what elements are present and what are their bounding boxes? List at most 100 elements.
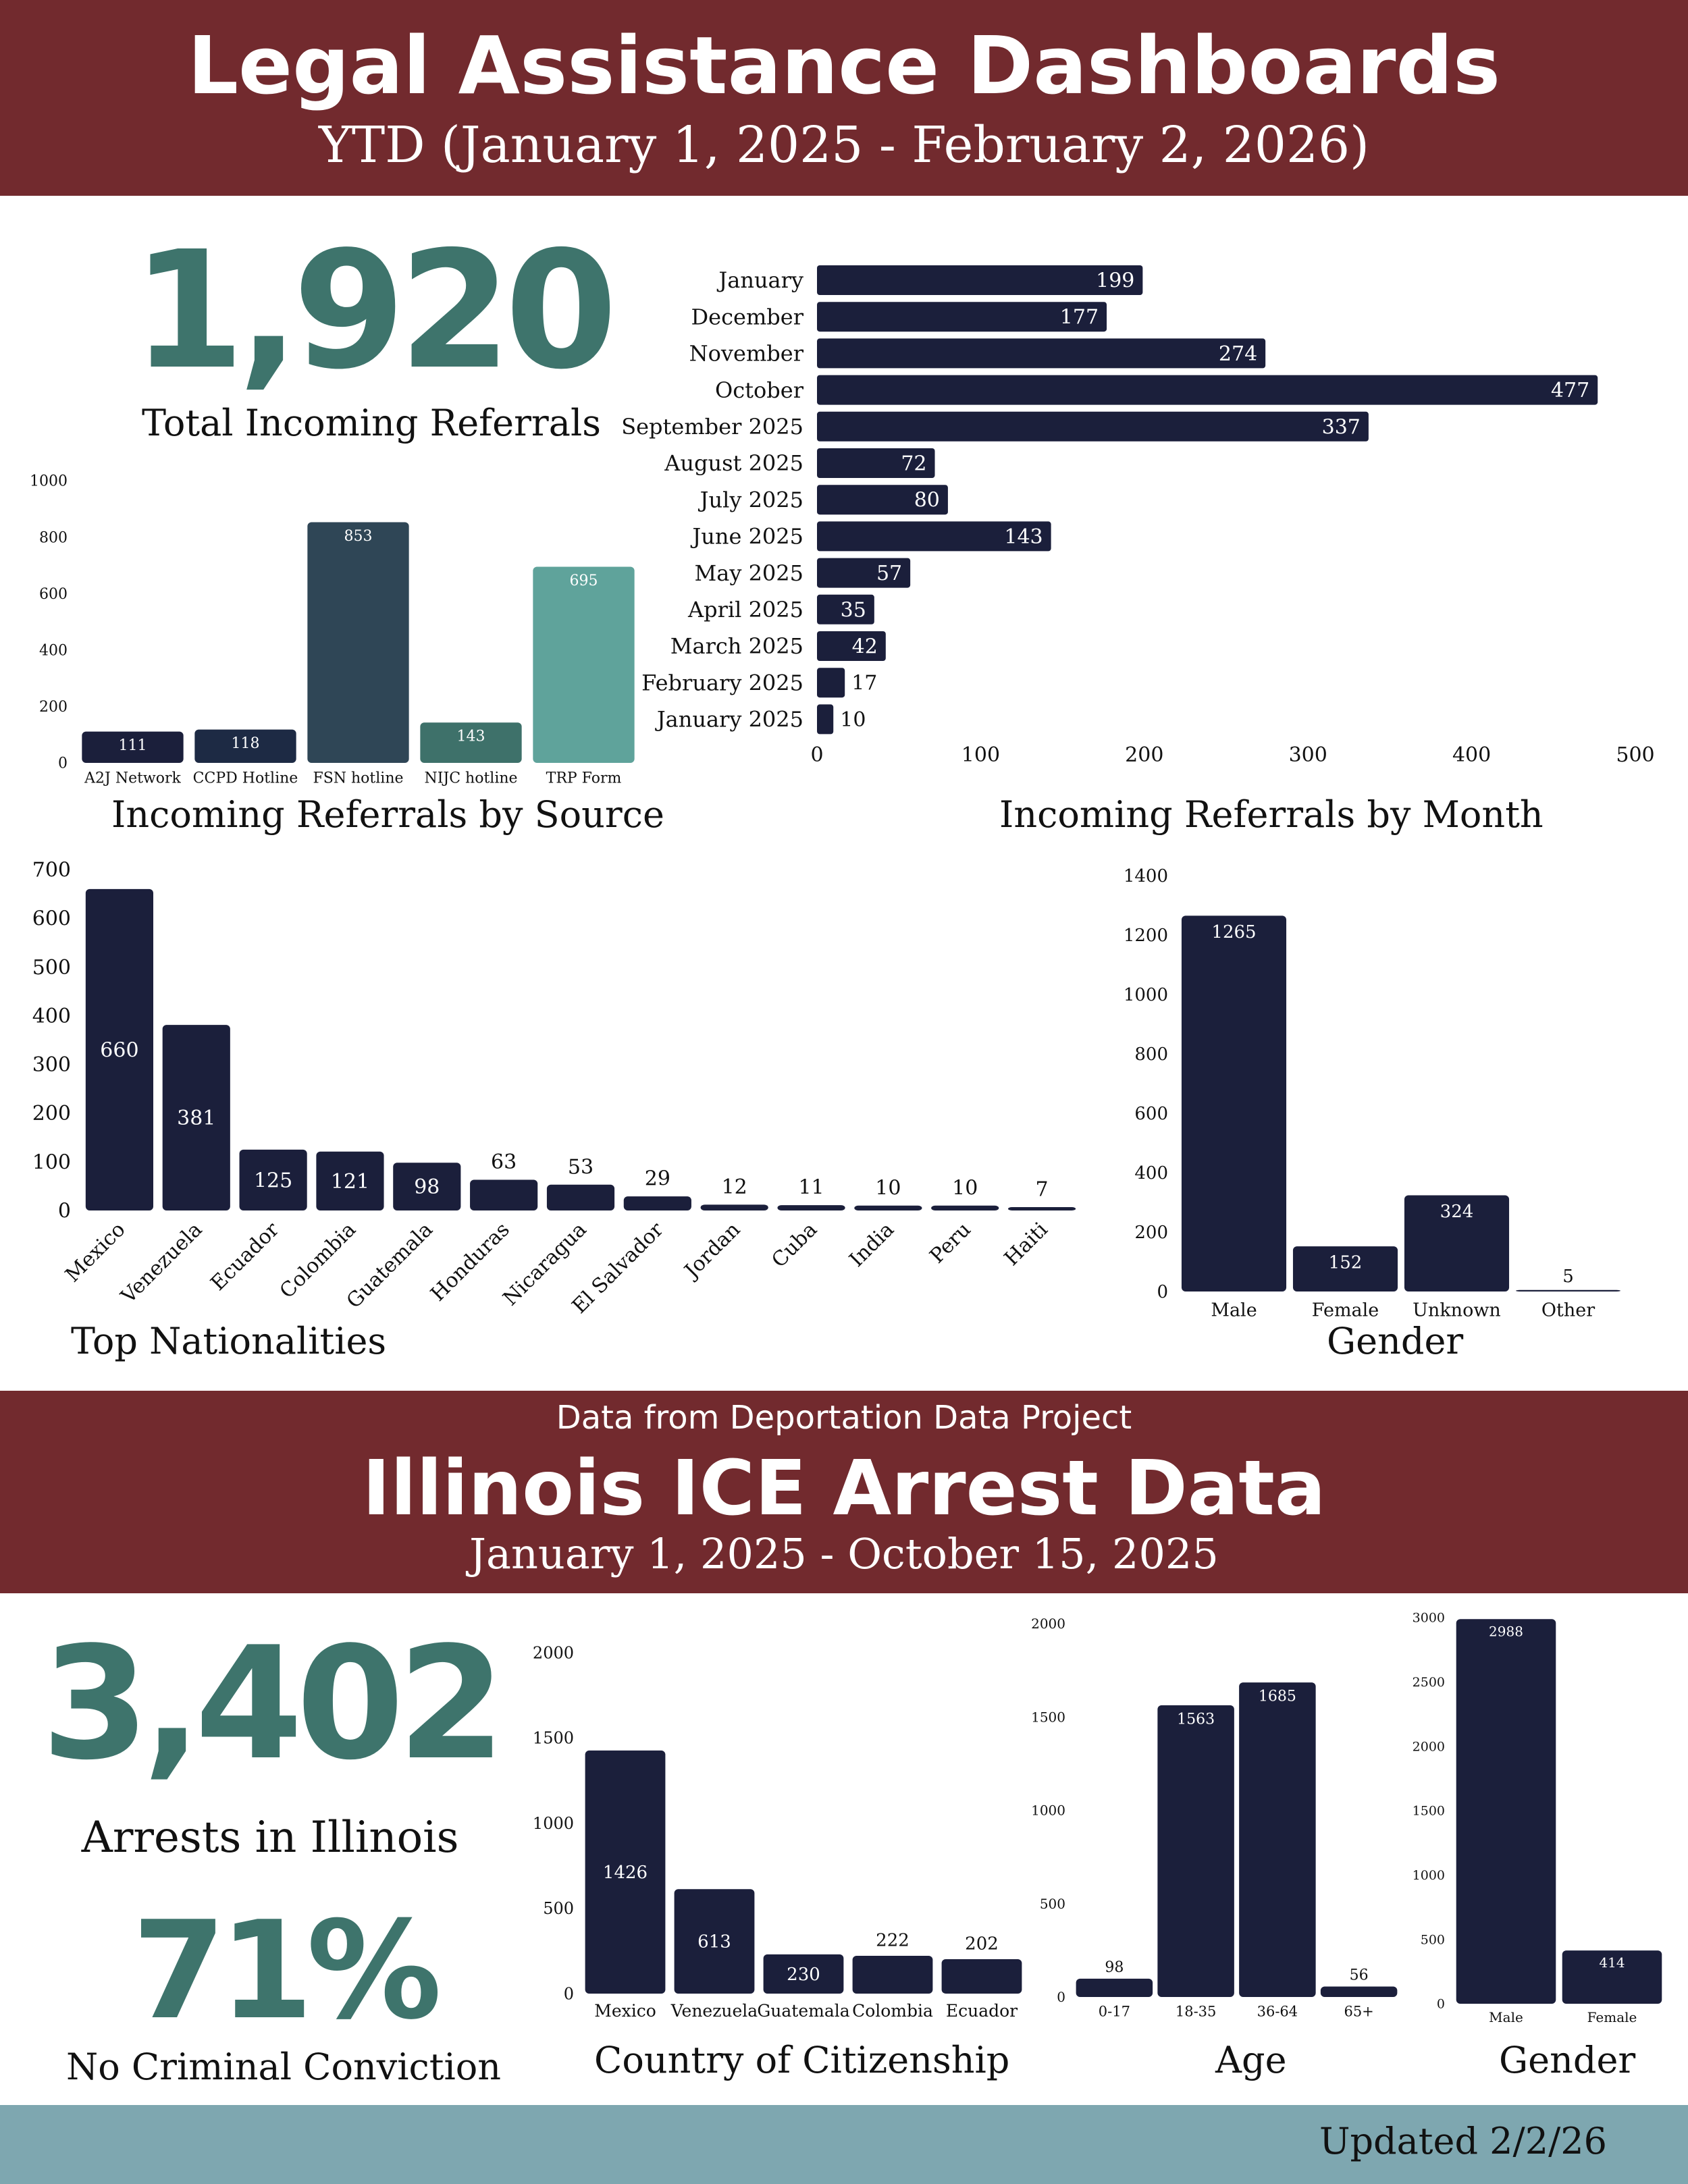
bar-february-2025 [817, 668, 845, 698]
y-tick-label: 800 [1134, 1044, 1168, 1065]
y-tick-label: December [691, 304, 803, 329]
x-tick-label: 500 [1616, 743, 1654, 767]
y-tick-label: 1000 [1031, 1803, 1065, 1819]
y-tick-label: 400 [1134, 1163, 1168, 1183]
bar-ccpd-hotline [194, 729, 296, 763]
y-tick-label: 500 [32, 956, 71, 980]
y-tick-label: 700 [32, 859, 71, 882]
ice-subtitle: January 1, 2025 - October 15, 2025 [469, 1529, 1219, 1578]
data-label: 29 [645, 1167, 670, 1191]
data-label: 10 [840, 708, 866, 732]
bar-honduras [470, 1179, 538, 1210]
bar-may-2025 [817, 558, 911, 588]
y-tick-label: 3000 [1413, 1611, 1445, 1626]
bar-guatemala [763, 1954, 844, 1994]
chart-country-of-citizenship: 0 500 1000 1500 2000 1426 Mexico 613 Venezuela 23… [533, 1643, 1022, 2021]
data-label: 1563 [1177, 1711, 1215, 1728]
y-tick-label: 2000 [1413, 1739, 1445, 1754]
x-tick-label: CCPD Hotline [193, 770, 298, 787]
data-label: 121 [331, 1170, 369, 1194]
dashboard-header: Legal Assistance Dashboards YTD (January… [0, 0, 1688, 196]
bar-january-2025 [817, 704, 834, 735]
bar-cuba [777, 1205, 845, 1210]
bar-female [1562, 1950, 1662, 2004]
data-label: 222 [876, 1931, 909, 1951]
bar-nijc-hotline [420, 722, 522, 763]
y-tick-label: 1500 [533, 1729, 574, 1748]
data-label: 56 [1350, 1967, 1369, 1984]
x-tick-label: 18-35 [1176, 2003, 1217, 2019]
data-label: 42 [852, 635, 878, 659]
x-tick-label: Male [1489, 2009, 1523, 2025]
data-label: 11 [798, 1176, 824, 1200]
data-label: 35 [841, 598, 866, 622]
updated-date: Updated 2/2/26 [1319, 2120, 1607, 2162]
chart-title-referrals-by-source: Incoming Referrals by Source [111, 793, 664, 836]
x-tick-label: 65+ [1344, 2003, 1373, 2019]
x-tick-label: Ecuador [946, 2001, 1018, 2021]
arrests-kpi: 3,402 [41, 1614, 506, 1794]
x-tick-label: Mexico [594, 2001, 656, 2021]
data-label: 613 [697, 1932, 731, 1952]
data-label: 324 [1440, 1202, 1474, 1222]
bar-mexico [85, 888, 154, 1210]
bar-december [817, 302, 1107, 332]
bar-trp-form [533, 566, 635, 763]
bar-august-2025 [817, 448, 935, 478]
bar-january [817, 265, 1143, 295]
bar-36-64 [1239, 1682, 1316, 1997]
y-tick-label: 1400 [1124, 866, 1168, 886]
bar-18-35 [1157, 1705, 1234, 1997]
data-label: 10 [952, 1176, 978, 1200]
y-tick-label: 1500 [1031, 1709, 1065, 1725]
bar-ecuador [239, 1149, 307, 1210]
bar-colombia [316, 1151, 384, 1210]
bar-unknown [1404, 1195, 1510, 1291]
bar-0-17 [1076, 1978, 1153, 1997]
y-tick-label: 2500 [1413, 1675, 1445, 1690]
bar-fsn-hotline [307, 522, 409, 763]
data-label: 80 [914, 489, 940, 512]
x-tick-label: A2J Network [84, 770, 181, 787]
data-label: 853 [344, 528, 373, 545]
y-tick-label: 200 [32, 1102, 71, 1125]
y-tick-label: 1000 [533, 1814, 574, 1833]
chart-title-gender-ice: Gender [1499, 2039, 1636, 2081]
x-tick-label: Colombia [852, 2001, 933, 2021]
chart-title-country-of-citizenship: Country of Citizenship [594, 2039, 1010, 2081]
y-tick-label: 200 [39, 699, 68, 716]
y-tick-label: 0 [58, 755, 68, 772]
data-label: 111 [119, 737, 147, 754]
chart-gender-ice: 0 500 1000 1500 2000 2500 3000 2988 Male 414 Femal… [1413, 1611, 1662, 2025]
bar-other [1515, 1289, 1621, 1291]
total-referrals-kpi: 1,920 [132, 216, 617, 405]
bar-april-2025 [817, 594, 874, 624]
chart-referrals-by-month: 0 100 200 300 400 500 January 199 December 177 Nov… [621, 265, 1655, 767]
data-label: 10 [875, 1176, 901, 1200]
ice-section-header: Data from Deportation Data Project Illin… [0, 1391, 1688, 1593]
chart-title-top-nationalities: Top Nationalities [71, 1320, 387, 1362]
y-tick-label: 600 [1134, 1104, 1168, 1124]
data-label: 17 [851, 672, 877, 695]
y-tick-label: March 2025 [670, 633, 803, 659]
data-label: 143 [457, 728, 485, 745]
y-tick-label: 500 [1421, 1932, 1445, 1947]
data-label: 381 [177, 1107, 215, 1130]
y-tick-label: April 2025 [687, 597, 803, 622]
bar-peru [931, 1205, 999, 1210]
y-tick-label: 1200 [1124, 926, 1168, 946]
data-label: 72 [901, 452, 926, 476]
y-tick-label: 1000 [1413, 1868, 1445, 1883]
data-label: 53 [568, 1155, 594, 1179]
bar-a2j-network [82, 731, 184, 763]
bar-venezuela [162, 1025, 230, 1210]
data-label: 230 [787, 1965, 820, 1985]
data-label: 57 [876, 562, 902, 585]
data-label: 477 [1551, 379, 1589, 402]
bar-march-2025 [817, 631, 886, 661]
page-subtitle: YTD (January 1, 2025 - February 2, 2026) [319, 116, 1369, 174]
x-tick-label: Other [1541, 1300, 1595, 1321]
y-tick-label: September 2025 [621, 414, 803, 440]
data-label: 152 [1329, 1253, 1363, 1273]
data-label: 7 [1036, 1177, 1049, 1201]
